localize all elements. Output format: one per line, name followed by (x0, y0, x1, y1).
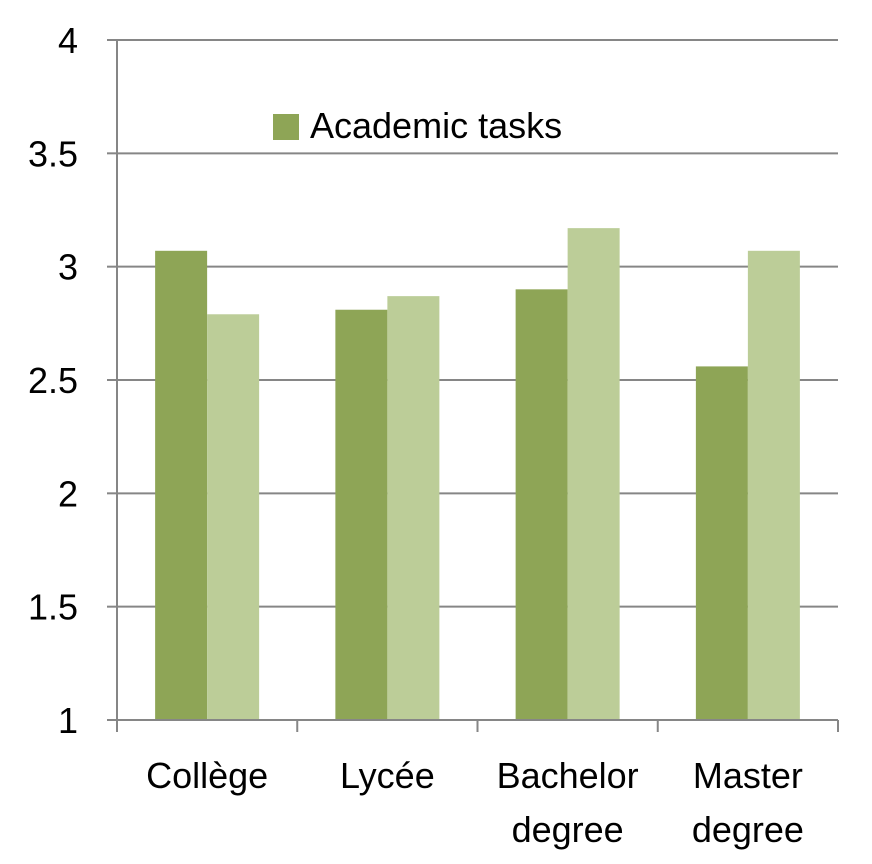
bar-series1-master (695, 366, 748, 720)
x-category-labels: Collège Lycée Bachelor degree Master degree (146, 755, 804, 850)
y-tick-label: 2.5 (28, 360, 78, 401)
y-tick-labels: 1 1.5 2 2.5 3 3.5 4 (28, 20, 78, 741)
bar-series1-coll-ge (155, 250, 208, 721)
y-tick-label: 4 (58, 20, 78, 61)
legend-swatch-academic-tasks (273, 114, 299, 140)
y-tick-label: 3.5 (28, 133, 78, 174)
bar-series2-bachelor (567, 228, 620, 720)
y-tick-label: 2 (58, 473, 78, 514)
bar-series2-coll-ge (207, 314, 260, 720)
bar-series2-master (747, 250, 800, 721)
legend: Academic tasks (273, 105, 562, 146)
bars (155, 228, 800, 721)
x-category-label: Bachelor (497, 755, 639, 796)
x-category-label: Master (693, 755, 803, 796)
y-tick-label: 3 (58, 247, 78, 288)
y-tick-label: 1 (58, 700, 78, 741)
y-tick-label: 1.5 (28, 587, 78, 628)
x-category-label: degree (512, 809, 624, 850)
x-category-label: degree (692, 809, 804, 850)
bar-series1-lyc-e (335, 309, 388, 720)
axes (116, 40, 839, 732)
bar-series2-lyc-e (387, 296, 440, 720)
x-category-label: Lycée (340, 755, 435, 796)
legend-label-academic-tasks: Academic tasks (310, 105, 562, 146)
bar-series1-bachelor (515, 289, 568, 720)
x-category-label: Collège (146, 755, 268, 796)
